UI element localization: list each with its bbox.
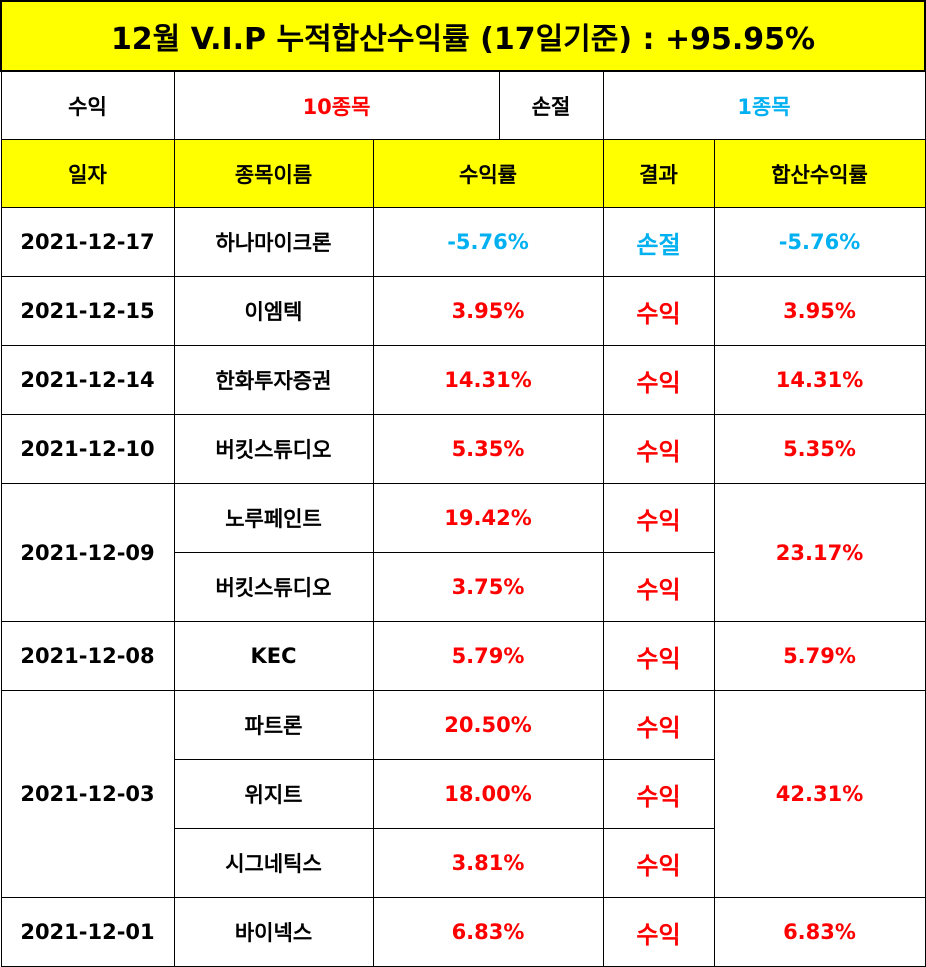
stock-name-cell: 이엠텍	[173, 276, 374, 346]
total-cell: 5.79%	[713, 621, 926, 691]
table-row: 2021-12-01 바이넥스 6.83% 수익 6.83%	[0, 897, 926, 967]
stock-name-cell: 한화투자증권	[173, 345, 374, 415]
result-cell: 수익	[602, 345, 715, 415]
stock-name-cell: 버킷스튜디오	[173, 552, 374, 622]
result-cell: 수익	[602, 828, 715, 898]
total-cell: 5.35%	[713, 414, 926, 484]
rate-cell: 3.81%	[372, 828, 604, 898]
stock-name-cell: 시그네틱스	[173, 828, 374, 898]
table-row: 2021-12-03 파트론 20.50% 수익 42.31%	[0, 690, 926, 898]
result-cell: 수익	[602, 552, 715, 622]
date-cell: 2021-12-10	[0, 414, 175, 484]
loss-count-value: 1종목	[602, 70, 926, 140]
rate-cell: 20.50%	[372, 690, 604, 760]
date-cell: 2021-12-17	[0, 207, 175, 277]
profit-count-value: 10종목	[173, 70, 500, 140]
rate-cell: 18.00%	[372, 759, 604, 829]
date-cell: 2021-12-15	[0, 276, 175, 346]
rate-cell: 19.42%	[372, 483, 604, 553]
table-row: 2021-12-15 이엠텍 3.95% 수익 3.95%	[0, 276, 926, 346]
date-cell: 2021-12-09	[0, 483, 175, 622]
rate-cell: 5.79%	[372, 621, 604, 691]
table-row: 2021-12-17 하나마이크론 -5.76% 손절 -5.76%	[0, 207, 926, 277]
total-cell: 3.95%	[713, 276, 926, 346]
stock-name-cell: KEC	[173, 621, 374, 691]
header-date: 일자	[0, 139, 175, 208]
stock-name-cell: 노루페인트	[173, 483, 374, 553]
stock-name-cell: 하나마이크론	[173, 207, 374, 277]
profit-count-label: 수익	[0, 70, 175, 140]
table-row: 버킷스튜디오 3.75% 수익	[1, 552, 925, 622]
stock-name-cell: 파트론	[173, 690, 374, 760]
result-cell: 수익	[602, 897, 715, 967]
result-cell: 수익	[602, 690, 715, 760]
rate-cell: 14.31%	[372, 345, 604, 415]
rate-cell: 5.35%	[372, 414, 604, 484]
total-cell: -5.76%	[713, 207, 926, 277]
header-total: 합산수익률	[713, 139, 926, 208]
date-cell: 2021-12-08	[0, 621, 175, 691]
loss-count-label: 손절	[498, 70, 604, 140]
total-cell: 6.83%	[713, 897, 926, 967]
header-name: 종목이름	[173, 139, 374, 208]
table-row: 시그네틱스 3.81% 수익	[1, 828, 925, 898]
result-cell: 손절	[602, 207, 715, 277]
page-title: 12월 V.I.P 누적합산수익률 (17일기준) : +95.95%	[0, 0, 926, 72]
result-cell: 수익	[602, 621, 715, 691]
header-rate: 수익률	[372, 139, 604, 208]
stock-name-cell: 위지트	[173, 759, 374, 829]
total-cell: 23.17%	[713, 483, 926, 622]
total-cell: 42.31%	[713, 690, 926, 898]
rate-cell: 3.95%	[372, 276, 604, 346]
stock-name-cell: 바이넥스	[173, 897, 374, 967]
result-cell: 수익	[602, 759, 715, 829]
date-cell: 2021-12-14	[0, 345, 175, 415]
rate-cell: 3.75%	[372, 552, 604, 622]
date-cell: 2021-12-03	[0, 690, 175, 898]
rate-cell: -5.76%	[372, 207, 604, 277]
table-row: 2021-12-09 노루페인트 19.42% 수익 23.17%	[0, 483, 926, 622]
stock-name-cell: 버킷스튜디오	[173, 414, 374, 484]
total-cell: 14.31%	[713, 345, 926, 415]
table-row: 2021-12-10 버킷스튜디오 5.35% 수익 5.35%	[0, 414, 926, 484]
date-cell: 2021-12-01	[0, 897, 175, 967]
header-result: 결과	[602, 139, 715, 208]
result-cell: 수익	[602, 276, 715, 346]
result-cell: 수익	[602, 483, 715, 553]
rate-cell: 6.83%	[372, 897, 604, 967]
result-cell: 수익	[602, 414, 715, 484]
table-row: 2021-12-14 한화투자증권 14.31% 수익 14.31%	[0, 345, 926, 415]
table-row: 2021-12-08 KEC 5.79% 수익 5.79%	[0, 621, 926, 691]
